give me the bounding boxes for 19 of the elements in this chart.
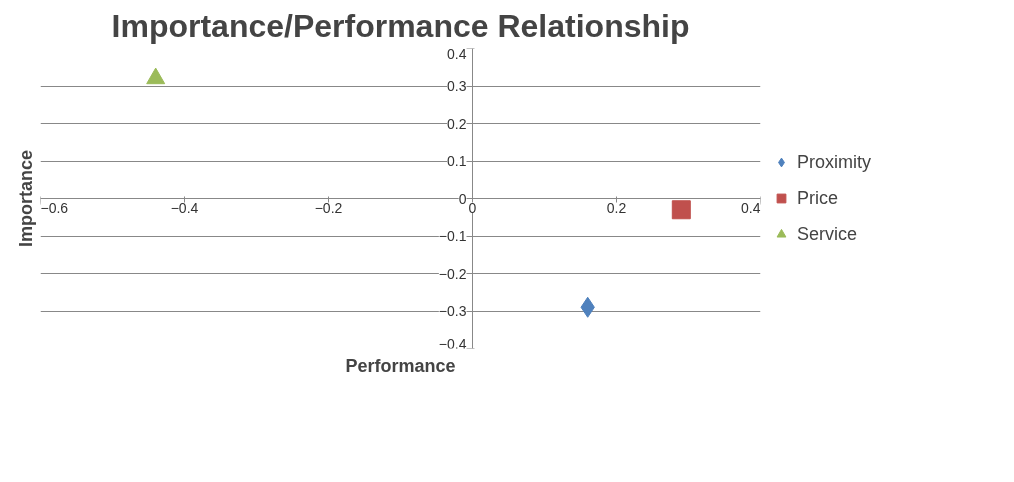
x-tick-label: 0.4: [741, 199, 761, 216]
chart-title: Importance/Performance Relationship: [111, 7, 690, 44]
y-axis-title: Importance: [15, 149, 36, 248]
y-tick-label: −0.1: [438, 228, 467, 244]
y-tick-label: −0.2: [438, 265, 467, 282]
x-tick-label: −0.4: [170, 199, 199, 216]
y-tick-label: 0.4: [447, 45, 467, 62]
x-tick-label: 0.2: [606, 199, 627, 216]
legend-label: Service: [797, 223, 858, 245]
y-tick-label: 0.1: [447, 153, 467, 169]
legend-label: Proximity: [797, 151, 872, 173]
y-tick-label: −0.3: [438, 303, 467, 319]
x-tick-label: −0.6: [40, 199, 69, 216]
y-tick-label: 0.3: [447, 78, 467, 94]
legend-label: Price: [797, 187, 839, 209]
x-axis-title: Performance: [345, 355, 456, 376]
y-tick-label: 0.2: [447, 115, 467, 132]
y-tick-label: −0.4: [438, 335, 467, 352]
x-tick-label: −0.2: [314, 199, 343, 216]
